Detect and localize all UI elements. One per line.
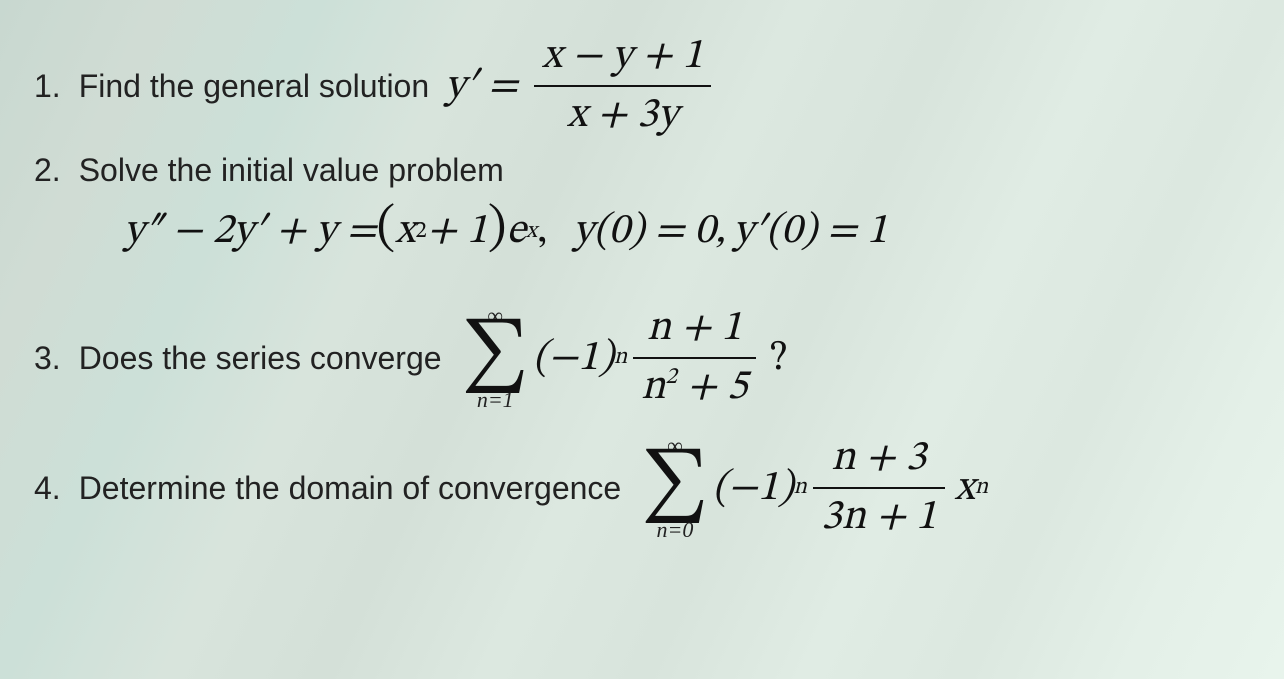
sigma-symbol: ∑ xyxy=(641,457,708,518)
series: ∞ ∑ n=1 (−1) n n + 1 n2 + 5 ? xyxy=(458,302,787,414)
sigma-symbol: ∑ xyxy=(462,327,529,388)
problem-lead: Solve the initial value problem xyxy=(79,152,504,189)
denominator: 3n + 1 xyxy=(813,489,945,544)
problem-2: 2. Solve the initial value problem xyxy=(34,152,1264,189)
fraction: n + 3 3n + 1 xyxy=(813,432,945,544)
plus-one: + 1 xyxy=(427,205,488,258)
problem-number: 4. xyxy=(34,470,61,507)
x: x xyxy=(395,205,415,258)
problem-1: 1. Find the general solution y′ = x − y … xyxy=(34,30,1264,142)
eq-left: y″ − 2y′ + y = xyxy=(124,205,376,258)
equation: y′ = x − y + 1 x + 3y xyxy=(439,30,717,142)
denominator: x + 3y xyxy=(559,87,686,142)
term-base: (−1) xyxy=(713,462,794,515)
denominator: n2 + 5 xyxy=(633,359,755,414)
problem-3: 3. Does the series converge ∞ ∑ n=1 (−1)… xyxy=(34,302,1264,414)
term-base: (−1) xyxy=(533,332,614,385)
den-b: + 5 xyxy=(677,366,748,408)
problem-number: 3. xyxy=(34,340,61,377)
problem-lead: Determine the domain of convergence xyxy=(79,470,622,507)
problem-lead: Find the general solution xyxy=(79,68,429,105)
numerator: n + 3 xyxy=(823,432,934,487)
den-a: n xyxy=(641,366,665,408)
problem-number: 2. xyxy=(34,152,61,189)
open-paren: ( xyxy=(376,197,395,262)
sigma: ∞ ∑ n=0 xyxy=(641,435,708,540)
e-base: e xyxy=(506,205,526,258)
sigma-lower: n=0 xyxy=(656,519,693,541)
den-exp: 2 xyxy=(666,366,677,389)
question-mark: ? xyxy=(770,332,787,385)
ic1: y(0) = 0, xyxy=(573,205,725,258)
series: ∞ ∑ n=0 (−1)n n + 3 3n + 1 xn xyxy=(637,432,988,544)
ic2: y′(0) = 1 xyxy=(733,205,887,258)
fraction: x − y + 1 x + 3y xyxy=(534,30,711,142)
equation: y″ − 2y′ + y = ( x2 + 1 ) ex , y(0) = 0,… xyxy=(124,199,888,264)
x-base: x xyxy=(955,462,975,515)
problem-lead: Does the series converge xyxy=(79,340,442,377)
sigma: ∞ ∑ n=1 xyxy=(462,305,529,410)
fraction: n + 1 n2 + 5 xyxy=(633,302,755,414)
close-paren: ) xyxy=(488,197,507,262)
numerator: x − y + 1 xyxy=(534,30,711,85)
problem-number: 1. xyxy=(34,68,61,105)
comma: , xyxy=(537,205,547,258)
sigma-lower: n=1 xyxy=(477,389,514,411)
numerator: n + 1 xyxy=(639,302,750,357)
problem-4: 4. Determine the domain of convergence ∞… xyxy=(34,432,1264,544)
lhs: y′ = xyxy=(445,60,518,113)
